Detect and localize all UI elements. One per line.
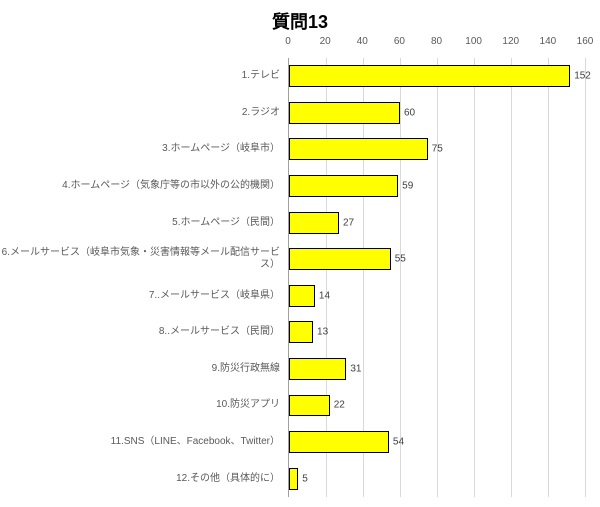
bar-row: 75: [289, 131, 585, 168]
bar-rows: 152 60 75 59 27 55 14 13 31 22 54 5: [289, 58, 585, 497]
bar-row: 54: [289, 424, 585, 461]
bar-value-label: 14: [315, 290, 330, 301]
bar: [289, 395, 330, 417]
category-label: 2.ラジオ: [0, 95, 282, 132]
category-label: 6.メールサービス（岐阜市気象・災害情報等メール配信サービス）: [0, 241, 282, 278]
x-tick: 160: [577, 36, 594, 47]
bar-value-label: 152: [570, 71, 591, 82]
category-label: 9.防災行政無線: [0, 351, 282, 388]
bar: [289, 285, 315, 307]
bar-value-label: 22: [330, 400, 345, 411]
category-label: 1.テレビ: [0, 58, 282, 95]
bar: [289, 138, 428, 160]
bar-value-label: 31: [346, 363, 361, 374]
bar: [289, 431, 389, 453]
category-label: 7..メールサービス（岐阜県）: [0, 277, 282, 314]
category-label: 5.ホームページ（民間）: [0, 204, 282, 241]
bar-value-label: 54: [389, 437, 404, 448]
bar: [289, 212, 339, 234]
bar-row: 152: [289, 58, 585, 95]
x-tick: 140: [540, 36, 557, 47]
bar-row: 27: [289, 204, 585, 241]
bar: [289, 358, 346, 380]
bar-row: 14: [289, 277, 585, 314]
bar-row: 31: [289, 351, 585, 388]
category-label: 3.ホームページ（岐阜市）: [0, 131, 282, 168]
bar-value-label: 60: [400, 107, 415, 118]
bar-value-label: 27: [339, 217, 354, 228]
y-axis-labels: 1.テレビ2.ラジオ3.ホームページ（岐阜市）4.ホームページ（気象庁等の市以外…: [0, 58, 282, 497]
plot-area: 152 60 75 59 27 55 14 13 31 22 54 5: [288, 58, 585, 497]
chart-container: 質問13 0 20 40 60 80 100 120 140 160 1.テレビ2.ラジオ3.ホ…: [0, 0, 600, 507]
bar: [289, 102, 400, 124]
bar-value-label: 5: [298, 473, 308, 484]
chart-title: 質問13: [0, 0, 600, 36]
bar-row: 5: [289, 460, 585, 497]
x-tick: 20: [320, 36, 331, 47]
x-tick: 40: [357, 36, 368, 47]
bar-row: 55: [289, 241, 585, 278]
x-tick: 120: [502, 36, 519, 47]
bar-row: 59: [289, 168, 585, 205]
bar-value-label: 59: [398, 181, 413, 192]
bar-value-label: 13: [313, 327, 328, 338]
category-label: 10.防災アプリ: [0, 387, 282, 424]
gridline: [585, 58, 586, 497]
bar-value-label: 75: [428, 144, 443, 155]
category-label: 4.ホームページ（気象庁等の市以外の公的機関）: [0, 168, 282, 205]
bar-row: 60: [289, 95, 585, 132]
bar-value-label: 55: [391, 254, 406, 265]
bar: [289, 468, 298, 490]
category-label: 12.その他（具体的に）: [0, 460, 282, 497]
category-label: 11.SNS（LINE、Facebook、Twitter）: [0, 424, 282, 461]
bar: [289, 321, 313, 343]
bar: [289, 175, 398, 197]
bar-row: 13: [289, 314, 585, 351]
x-tick: 0: [285, 36, 291, 47]
x-tick: 60: [394, 36, 405, 47]
category-label: 8..メールサービス（民間）: [0, 314, 282, 351]
x-axis-ticks: 020406080100120140160: [288, 36, 585, 56]
bar: [289, 248, 391, 270]
x-tick: 100: [465, 36, 482, 47]
bar-row: 22: [289, 387, 585, 424]
bar: [289, 65, 570, 87]
x-tick: 80: [431, 36, 442, 47]
